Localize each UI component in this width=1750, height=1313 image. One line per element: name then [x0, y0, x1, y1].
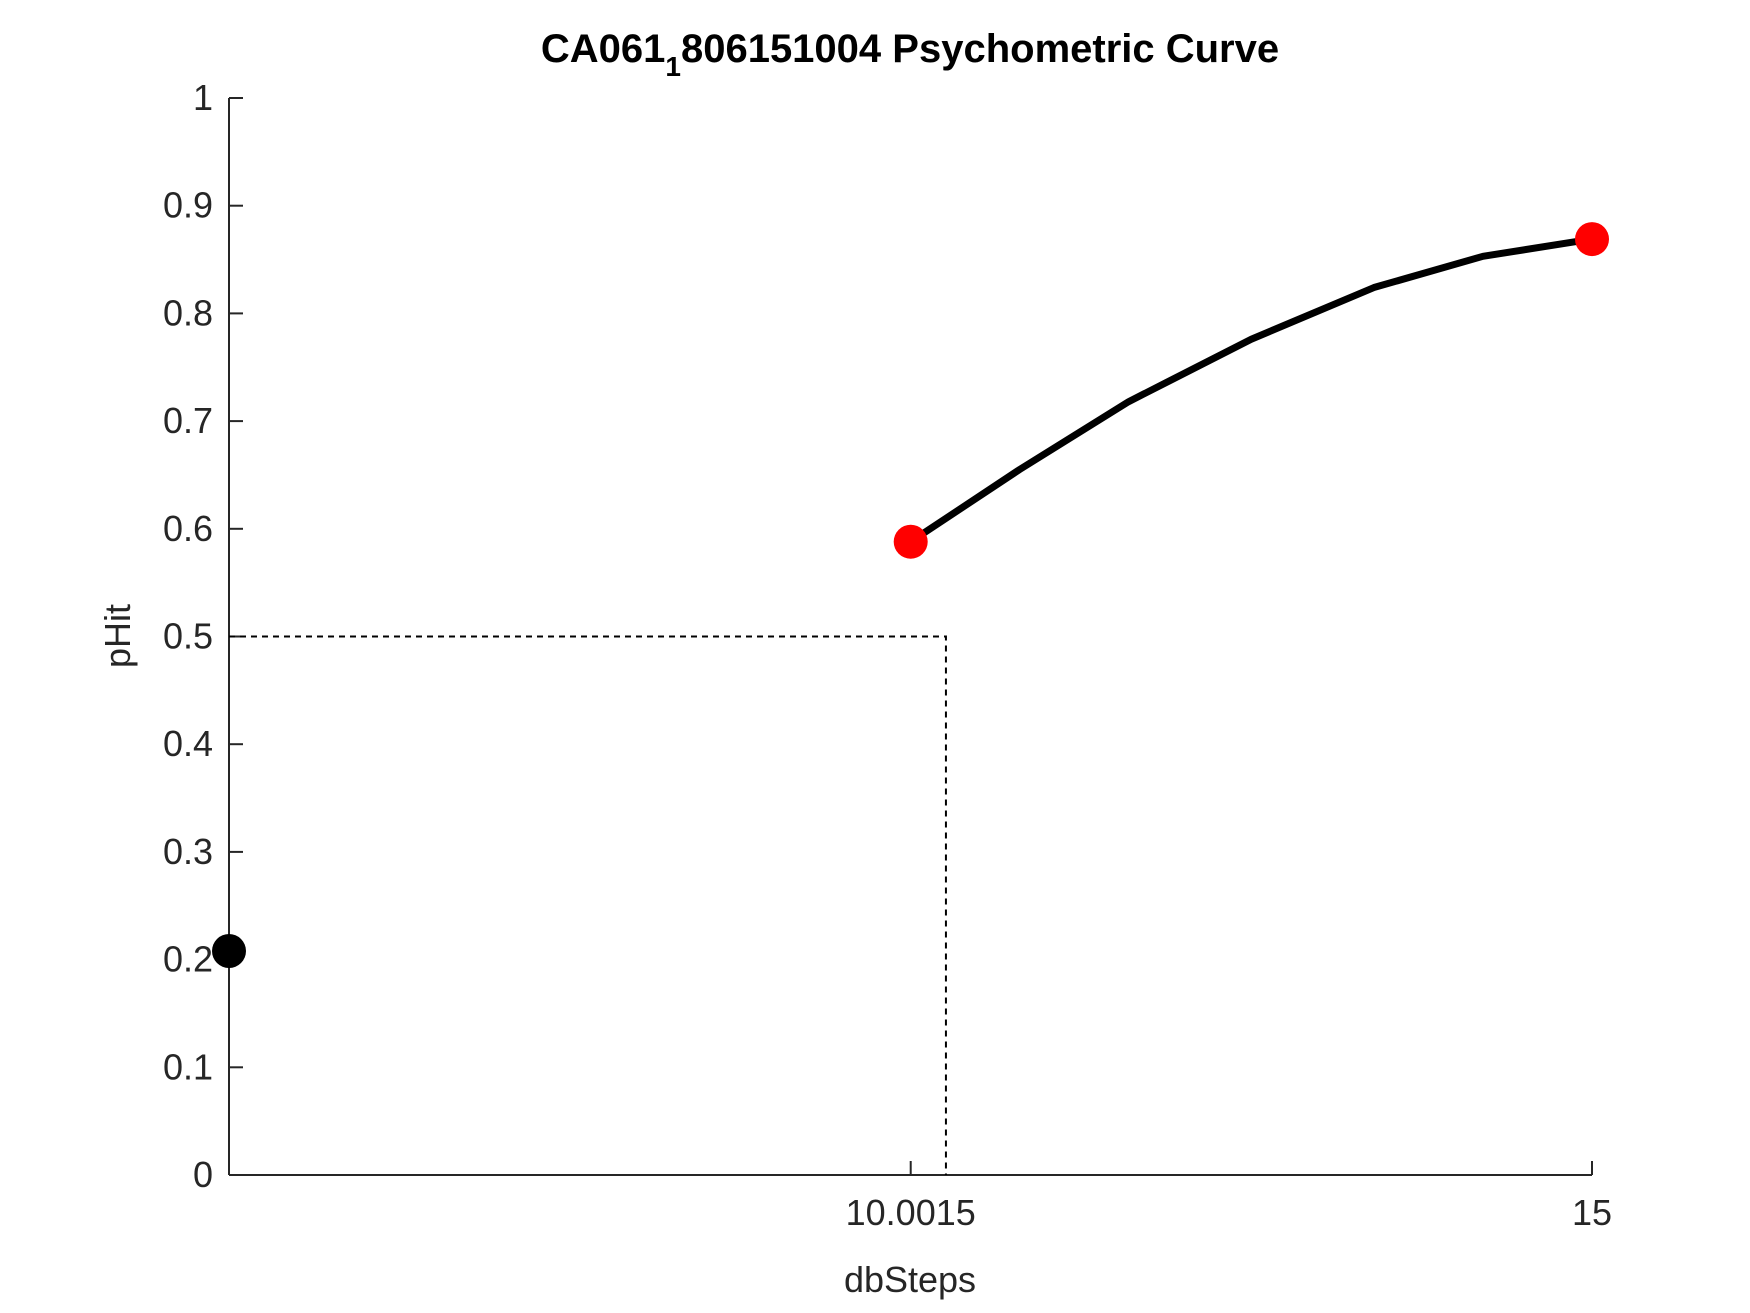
fit-curve	[907, 235, 1596, 546]
data-point	[1575, 222, 1609, 257]
data-point	[893, 524, 928, 559]
y-tick-label: 0.2	[163, 939, 213, 980]
x-axis-label: dbSteps	[844, 1259, 976, 1300]
y-tick-label: 0	[193, 1154, 213, 1195]
title-subscript: 1	[665, 51, 681, 82]
y-tick-label: 1	[193, 77, 213, 118]
y-tick-label: 0.5	[163, 616, 213, 657]
x-tick-label: 15	[1572, 1192, 1612, 1233]
y-tick-label: 0.4	[163, 723, 213, 764]
y-tick-label: 0.9	[163, 185, 213, 226]
data-point	[212, 933, 246, 968]
x-tick-label: 10.0015	[846, 1192, 976, 1233]
y-tick-label: 0.6	[163, 508, 213, 549]
y-tick-label: 0.3	[163, 831, 213, 872]
y-tick-label: 0.1	[163, 1046, 213, 1087]
y-tick-label: 0.8	[163, 292, 213, 333]
y-tick-label: 0.7	[163, 400, 213, 441]
title-part: 806151004 Psychometric Curve	[681, 27, 1279, 71]
title-part: CA061	[541, 27, 666, 71]
chart-title: CA0611806151004 Psychometric Curve	[541, 27, 1279, 82]
threshold-line	[229, 635, 947, 1175]
y-axis-label: pHit	[97, 604, 138, 668]
